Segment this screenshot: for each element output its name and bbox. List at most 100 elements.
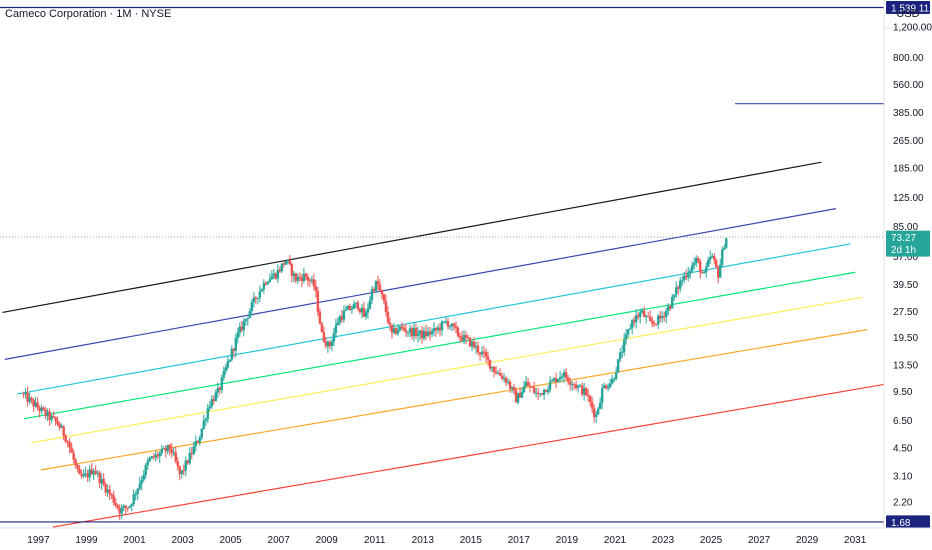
candle-body — [663, 316, 666, 318]
currency-label[interactable]: USD — [896, 8, 920, 20]
candle-body — [350, 308, 354, 310]
candle-body — [198, 437, 201, 443]
candle-body — [106, 489, 109, 493]
candle-body — [630, 320, 634, 329]
candle-body — [528, 385, 532, 387]
candle-body — [570, 384, 574, 386]
time-axis-panel — [0, 528, 932, 550]
candle-body — [352, 304, 356, 309]
candle-body — [242, 321, 246, 331]
candle-body — [104, 484, 107, 493]
candle-body — [699, 261, 702, 273]
candle-body — [208, 406, 211, 409]
candle-body — [334, 324, 338, 334]
candle-body — [695, 258, 698, 263]
candle-body — [606, 386, 610, 389]
candle-body — [134, 494, 137, 496]
price-tick-label: 9.50 — [893, 387, 913, 398]
candle-body — [648, 316, 652, 321]
time-tick-label: 2027 — [748, 535, 771, 546]
candle-body — [98, 472, 101, 484]
candle-body — [500, 375, 504, 379]
candle-body — [80, 474, 83, 477]
candle-body — [122, 505, 125, 508]
candle-body — [362, 307, 366, 317]
candle-body — [252, 297, 256, 303]
candle-body — [394, 328, 398, 334]
candle-body — [226, 361, 230, 368]
price-tick-label: 800.00 — [893, 53, 924, 64]
candle-body — [701, 272, 704, 274]
candle-body — [304, 273, 308, 277]
candle-body — [604, 385, 608, 389]
candle-body — [430, 331, 434, 335]
candle-body — [336, 322, 340, 325]
candle-body — [48, 411, 51, 420]
price-badge-label: 73.27 — [891, 233, 916, 244]
candle-body — [44, 409, 47, 416]
candle-body — [502, 377, 506, 379]
candle-body — [244, 318, 248, 322]
candle-body — [594, 414, 598, 418]
candle-body — [472, 341, 476, 348]
candle-body — [22, 393, 25, 395]
candle-body — [326, 341, 330, 347]
candle-body — [600, 388, 604, 403]
candle-body — [154, 454, 157, 458]
candle-body — [689, 270, 692, 274]
candle-body — [484, 352, 488, 357]
candle-body — [164, 448, 167, 452]
candle-body — [432, 328, 436, 332]
candle-body — [420, 330, 424, 339]
candle-body — [188, 452, 191, 464]
candle-body — [446, 321, 450, 327]
candle-body — [142, 475, 145, 480]
candle-body — [691, 265, 694, 271]
candle-body — [468, 337, 472, 347]
candle-body — [660, 316, 664, 319]
candle-body — [228, 359, 232, 362]
candle-body — [72, 452, 75, 460]
candle-body — [544, 389, 548, 393]
candle-body — [480, 351, 484, 355]
candle-body — [719, 264, 722, 278]
candle-body — [110, 493, 113, 496]
candle-body — [550, 380, 554, 382]
candle-body — [190, 452, 193, 454]
candle-body — [518, 393, 522, 398]
candle-body — [24, 392, 27, 395]
candle-body — [673, 294, 676, 298]
price-tick-label: 1,200.00 — [893, 22, 932, 33]
candle-body — [232, 348, 236, 351]
candle-body — [656, 315, 660, 325]
candle-body — [192, 446, 195, 454]
candle-body — [556, 379, 560, 383]
candle-body — [146, 461, 149, 466]
candle-body — [713, 256, 716, 261]
candle-body — [224, 367, 228, 372]
price-badge-label: 1.68 — [891, 518, 911, 529]
candle-body — [306, 276, 310, 281]
candle-body — [460, 337, 464, 341]
candle-body — [454, 326, 458, 328]
candle-body — [416, 333, 420, 336]
candle-body — [498, 372, 502, 376]
candle-body — [368, 300, 372, 309]
candle-body — [410, 328, 414, 337]
candle-body — [536, 392, 540, 394]
candle-body — [60, 426, 63, 428]
candle-body — [310, 279, 314, 282]
price-tick-label: 27.50 — [893, 307, 918, 318]
candle-body — [204, 419, 207, 421]
candle-body — [392, 328, 396, 333]
candle-body — [665, 310, 668, 318]
candle-body — [26, 392, 29, 402]
price-tick-label: 385.00 — [893, 108, 924, 119]
time-tick-label: 2009 — [316, 535, 339, 546]
candle-body — [56, 421, 59, 425]
candle-body — [424, 331, 428, 337]
candle-body — [568, 381, 572, 385]
candle-body — [148, 458, 151, 462]
